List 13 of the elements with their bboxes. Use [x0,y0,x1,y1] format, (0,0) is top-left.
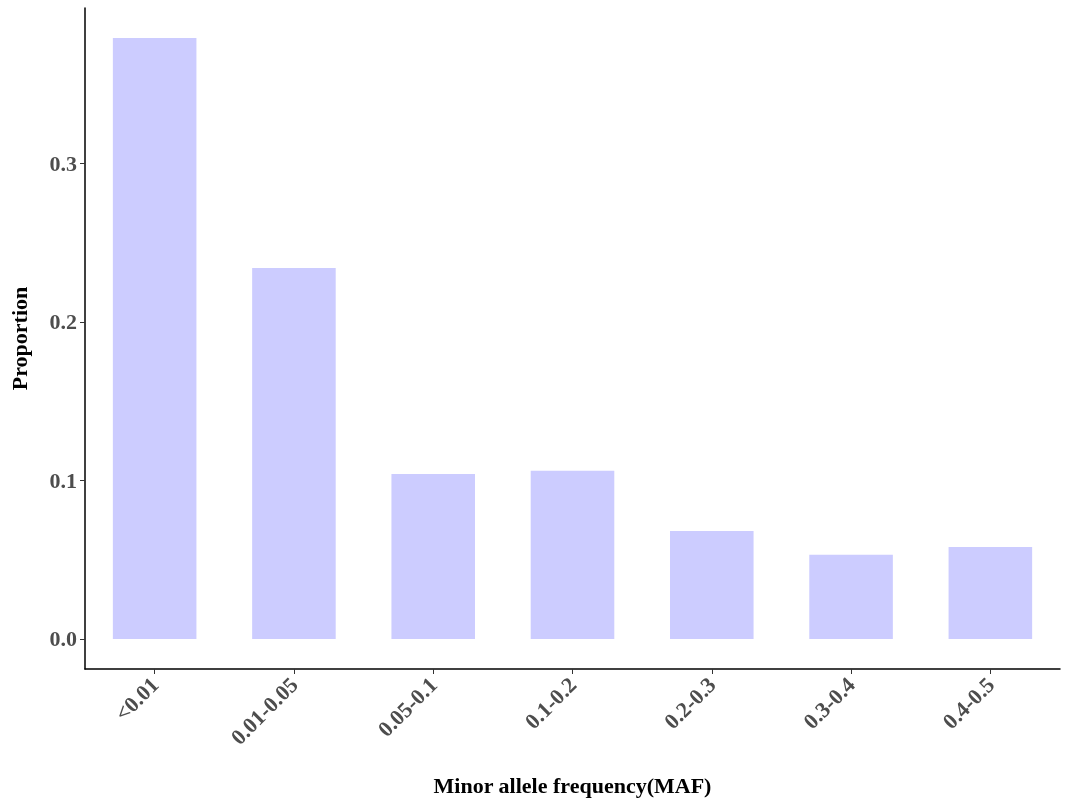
bar [391,474,475,639]
y-tick-label: 0.0 [49,626,77,652]
bar [948,546,1033,639]
bar [809,554,893,639]
bar [530,470,615,639]
bar [252,267,336,639]
y-tick-label: 0.3 [49,150,77,176]
bar [670,531,754,639]
y-axis-title: Proportion [6,286,32,391]
bar [112,38,197,639]
x-axis-title: Minor allele frequency(MAF) [433,772,712,798]
y-tick-label: 0.1 [49,467,77,493]
y-tick-label: 0.2 [49,309,77,335]
